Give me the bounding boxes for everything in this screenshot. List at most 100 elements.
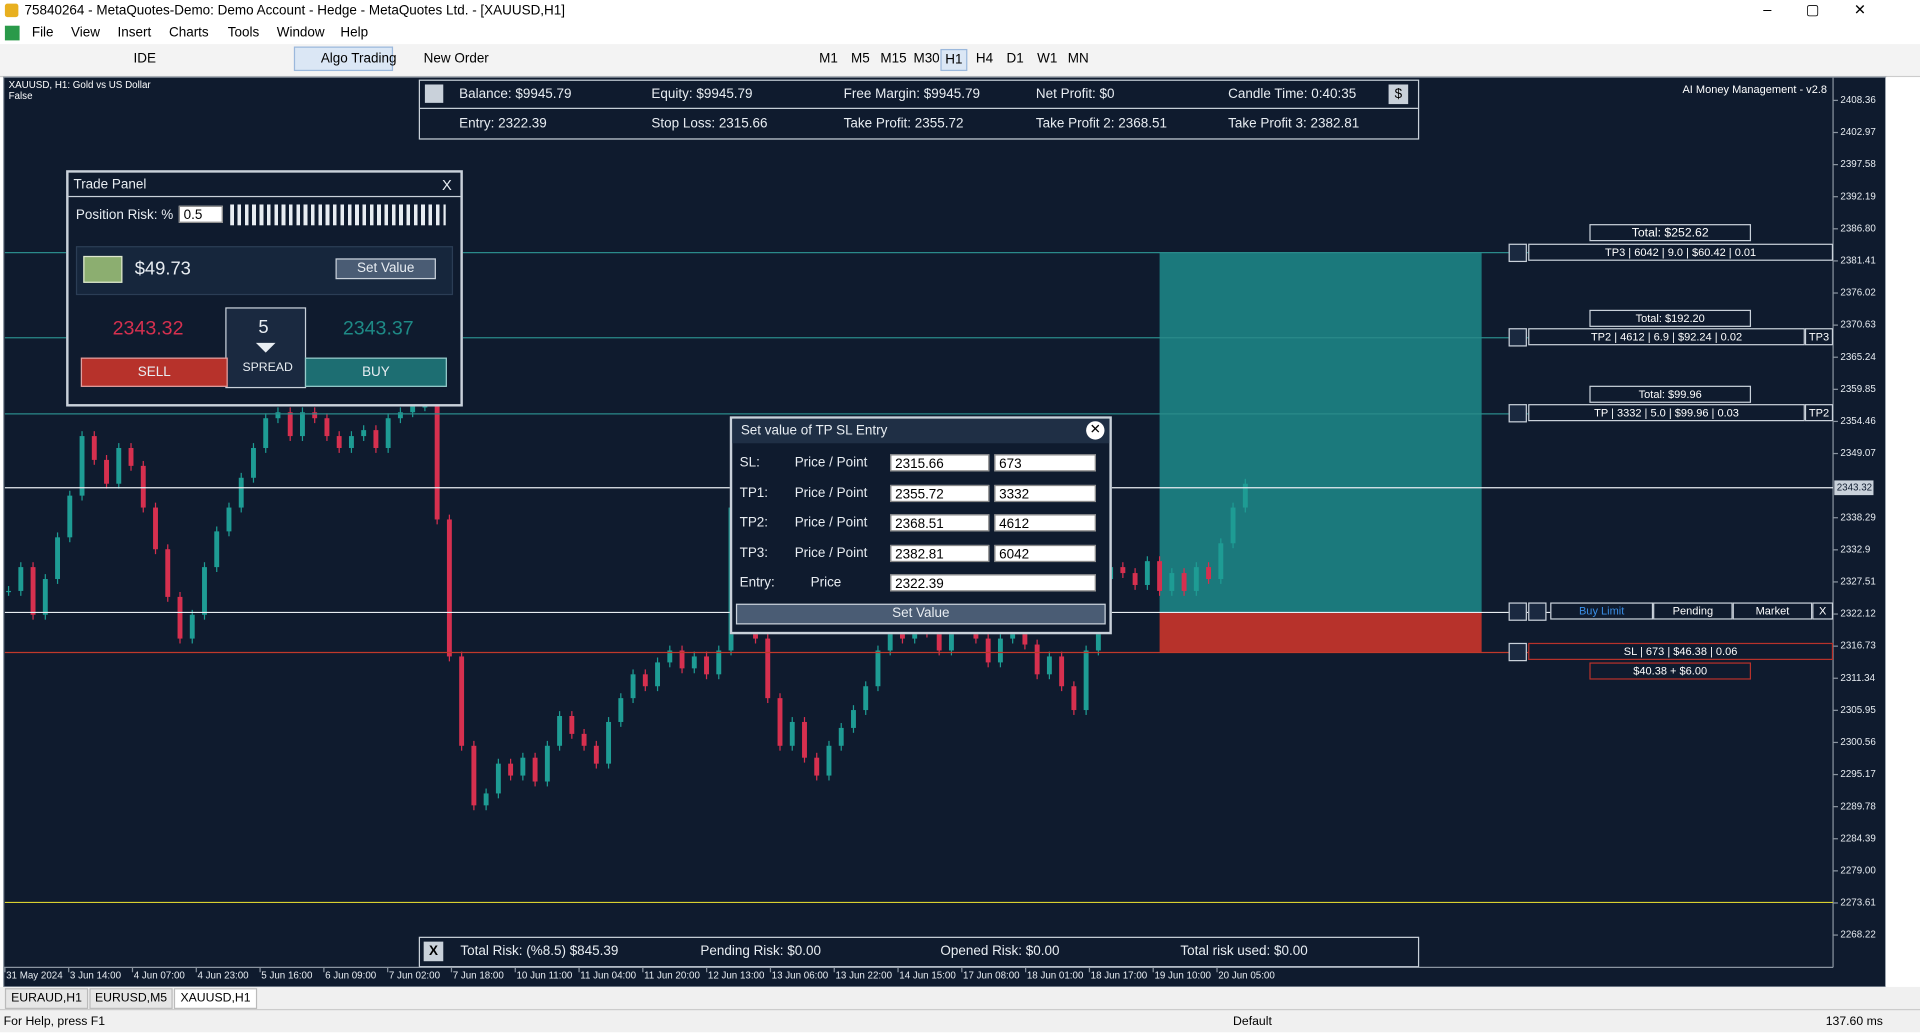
status-bar [0, 1008, 1920, 1033]
timeframe-button[interactable]: D1 [1006, 51, 1024, 67]
timeframe-button[interactable]: M30 [913, 51, 940, 67]
x-tick-label: 3 Jun 14:00 [70, 971, 122, 982]
candle-body [569, 716, 575, 734]
point-input[interactable]: 673 [994, 454, 1096, 472]
price-input[interactable]: 2355.72 [890, 484, 990, 502]
bid-price: 2343.32 [112, 318, 184, 340]
timeframe-button[interactable]: M5 [851, 51, 870, 67]
menu-item[interactable]: File [31, 25, 54, 41]
menu-item[interactable]: Help [340, 25, 369, 41]
y-tick-label: 2402.97 [1840, 127, 1875, 138]
pin[interactable] [1508, 404, 1527, 423]
candle-body [42, 579, 48, 615]
chart-tab[interactable]: EURUSD,M5 [89, 988, 173, 1009]
set-value-button[interactable]: Set Value [735, 603, 1106, 625]
point-input[interactable]: 3332 [994, 484, 1096, 502]
move-handle[interactable] [1528, 602, 1547, 621]
price-input[interactable]: 2315.66 [890, 454, 990, 472]
point-input[interactable]: 4612 [994, 514, 1096, 532]
window-controls[interactable]: –▢✕ [1763, 1, 1901, 19]
spread-arrow [255, 342, 276, 353]
status-profile: Default [1233, 1015, 1272, 1029]
timeframe-button[interactable]: H1 [940, 48, 968, 72]
timeframe-button[interactable]: M1 [819, 51, 838, 67]
candle-body [691, 656, 697, 669]
y-tick-label: 2408.36 [1840, 95, 1876, 106]
timeframe-button[interactable]: W1 [1037, 51, 1058, 67]
candle-body [985, 638, 991, 663]
risk-slider[interactable] [230, 204, 446, 226]
candle-body [79, 436, 85, 496]
level-stat: Take Profit: 2355.72 [843, 116, 964, 132]
x-tick-label: 20 Jun 05:00 [1218, 971, 1275, 982]
tp2-tag: TP3 [1804, 328, 1834, 346]
timeframe-button[interactable]: MN [1067, 51, 1089, 67]
close-button[interactable]: X [442, 176, 452, 194]
panel-title: Trade Panel [73, 177, 147, 193]
menu-item[interactable]: Insert [117, 25, 152, 41]
tp-sl-dialog: Set value of TP SL Entry ✕ Entry: Price … [729, 416, 1112, 635]
chart-tab[interactable]: EURAUD,H1 [4, 988, 89, 1009]
pin[interactable] [1508, 602, 1527, 621]
risk-label: Position Risk: % [75, 208, 174, 223]
y-tick-label: 2305.95 [1840, 705, 1876, 716]
candle-body [630, 674, 636, 699]
ide-button[interactable]: IDE [133, 51, 156, 67]
point-input[interactable]: 6042 [994, 544, 1096, 562]
buy-button[interactable]: BUY [304, 357, 447, 387]
risk-input[interactable]: 0.5 [178, 205, 223, 223]
x-tick-label: 14 Jun 15:00 [899, 971, 956, 982]
y-tick-label: 2316.73 [1840, 641, 1876, 652]
set-value-button[interactable]: Set Value [335, 258, 436, 280]
pin[interactable] [1508, 243, 1527, 263]
money-icon [83, 255, 123, 283]
menu-item[interactable]: View [71, 25, 100, 41]
y-tick-label: 2381.41 [1840, 256, 1875, 267]
timeframe-button[interactable]: M15 [880, 51, 907, 67]
menu-item[interactable]: Charts [168, 25, 209, 41]
risk-item: Pending Risk: $0.00 [700, 944, 821, 959]
menu-button[interactable] [424, 84, 444, 103]
order-type[interactable]: Pending [1653, 602, 1733, 620]
price-input[interactable]: 2368.51 [890, 514, 990, 532]
stop-loss-zone [1159, 612, 1482, 653]
menu-item[interactable]: Window [276, 25, 325, 41]
candle-body [936, 632, 942, 651]
window-title: 75840264 - MetaQuotes-Demo: Demo Account… [24, 3, 566, 19]
sell-button[interactable]: SELL [80, 357, 228, 387]
pin[interactable] [1508, 642, 1527, 662]
new-order-button[interactable]: New Order [423, 51, 489, 67]
candle-body [177, 596, 183, 639]
row-label: SL: [739, 455, 760, 471]
risk-item: Opened Risk: $0.00 [940, 944, 1060, 959]
candle-body [67, 495, 73, 538]
close-button[interactable]: ✕ [1086, 421, 1105, 440]
candle-body [397, 412, 403, 419]
close-button[interactable]: X [423, 941, 444, 962]
candle-body [434, 406, 440, 520]
pin[interactable] [1508, 328, 1527, 347]
candle-body [1169, 573, 1175, 591]
timeframe-button[interactable]: H4 [975, 51, 994, 67]
row-kind: Price / Point [794, 455, 868, 471]
x-tick-label: 10 Jun 11:00 [516, 971, 572, 982]
algo-trading-button[interactable] [293, 46, 394, 72]
candle-body [263, 418, 269, 448]
risk-panel: X Total Risk: (%8.5) $845.39 Pending Risk… [418, 936, 1420, 968]
menu-item[interactable]: Tools [227, 25, 260, 41]
candle-body [581, 733, 587, 746]
order-type[interactable]: Buy Limit [1550, 602, 1654, 620]
candle-body [802, 721, 807, 758]
order-type[interactable]: Market [1732, 602, 1813, 620]
candle-body [1157, 561, 1163, 591]
chart-tab[interactable]: XAUUSD,H1 [173, 988, 258, 1009]
currency-button[interactable]: $ [1388, 84, 1409, 105]
menu-icon [4, 25, 20, 41]
candle-body [18, 567, 24, 591]
x-tick-label: 7 Jun 02:00 [389, 971, 441, 982]
row-label: TP1: [739, 485, 769, 501]
order-close[interactable]: X [1812, 602, 1834, 620]
price-input[interactable]: 2382.81 [890, 544, 990, 562]
entry-input[interactable]: 2322.39 [890, 574, 1096, 592]
